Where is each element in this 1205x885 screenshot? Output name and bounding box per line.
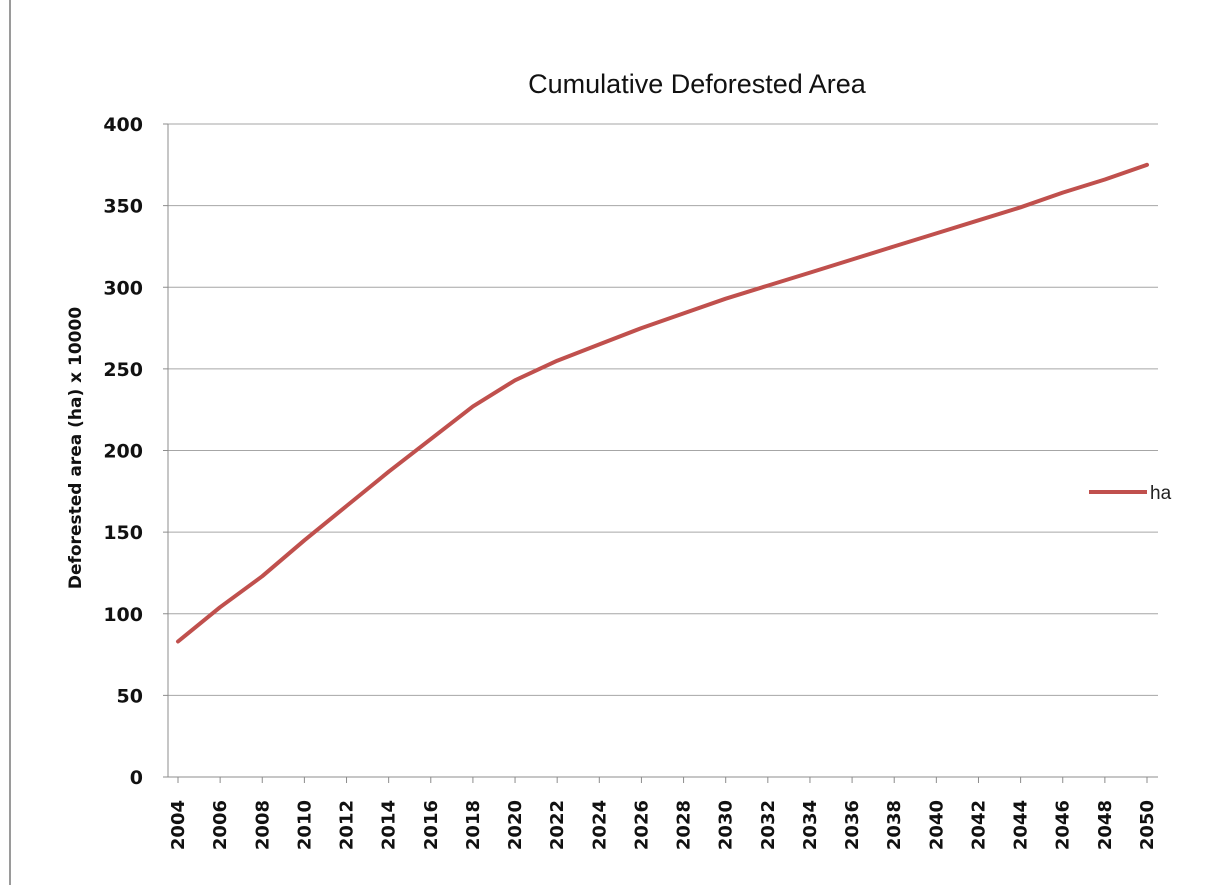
y-tick-label-350: 350 (103, 196, 143, 218)
x-axis-ticks: 2004 2006 2008 2010 2012 2014 2016 2018 2020 2022… (168, 777, 1158, 850)
x-tick-label-2018: 2018 (463, 800, 484, 850)
x-tick-label-2040: 2040 (926, 800, 947, 850)
y-tick-label-200: 200 (103, 441, 143, 463)
x-tick-label-2022: 2022 (547, 800, 568, 850)
chart-title: Cumulative Deforested Area (528, 69, 867, 99)
x-tick-label-2020: 2020 (505, 800, 526, 850)
x-tick-label-2024: 2024 (589, 800, 610, 850)
gridlines (168, 123, 1158, 696)
x-tick-label-2004: 2004 (168, 800, 189, 850)
y-axis-ticks: 0 50 100 150 200 250 300 350 400 (103, 114, 168, 789)
x-tick-label-2006: 2006 (210, 800, 231, 850)
y-tick-label-400: 400 (103, 114, 143, 136)
x-tick-label-2050: 2050 (1137, 800, 1158, 850)
x-tick-label-2030: 2030 (716, 800, 737, 850)
x-tick-label-2034: 2034 (800, 800, 821, 850)
legend-label-ha: ha (1150, 483, 1172, 504)
y-tick-label-0: 0 (130, 767, 143, 789)
x-tick-label-2014: 2014 (379, 800, 400, 850)
x-tick-label-2008: 2008 (252, 800, 273, 850)
x-tick-label-2012: 2012 (337, 800, 358, 850)
x-tick-label-2010: 2010 (294, 800, 315, 850)
x-tick-label-2038: 2038 (884, 800, 905, 850)
x-tick-label-2016: 2016 (421, 800, 442, 850)
x-tick-label-2026: 2026 (631, 800, 652, 850)
legend: ha (1089, 483, 1172, 504)
y-tick-label-250: 250 (103, 359, 143, 381)
y-tick-label-100: 100 (103, 604, 143, 626)
x-tick-label-2048: 2048 (1095, 800, 1116, 850)
x-tick-label-2044: 2044 (1011, 800, 1032, 850)
y-tick-label-50: 50 (117, 685, 143, 707)
x-tick-label-2036: 2036 (842, 800, 863, 850)
y-axis-label: Deforested area (ha) x 10000 (66, 307, 86, 589)
y-tick-label-300: 300 (103, 277, 143, 299)
x-tick-label-2032: 2032 (758, 800, 779, 850)
x-tick-label-2046: 2046 (1053, 800, 1074, 850)
y-tick-label-150: 150 (103, 522, 143, 544)
series-line-ha (176, 162, 1149, 644)
x-tick-label-2028: 2028 (674, 800, 695, 850)
x-tick-label-2042: 2042 (968, 800, 989, 850)
